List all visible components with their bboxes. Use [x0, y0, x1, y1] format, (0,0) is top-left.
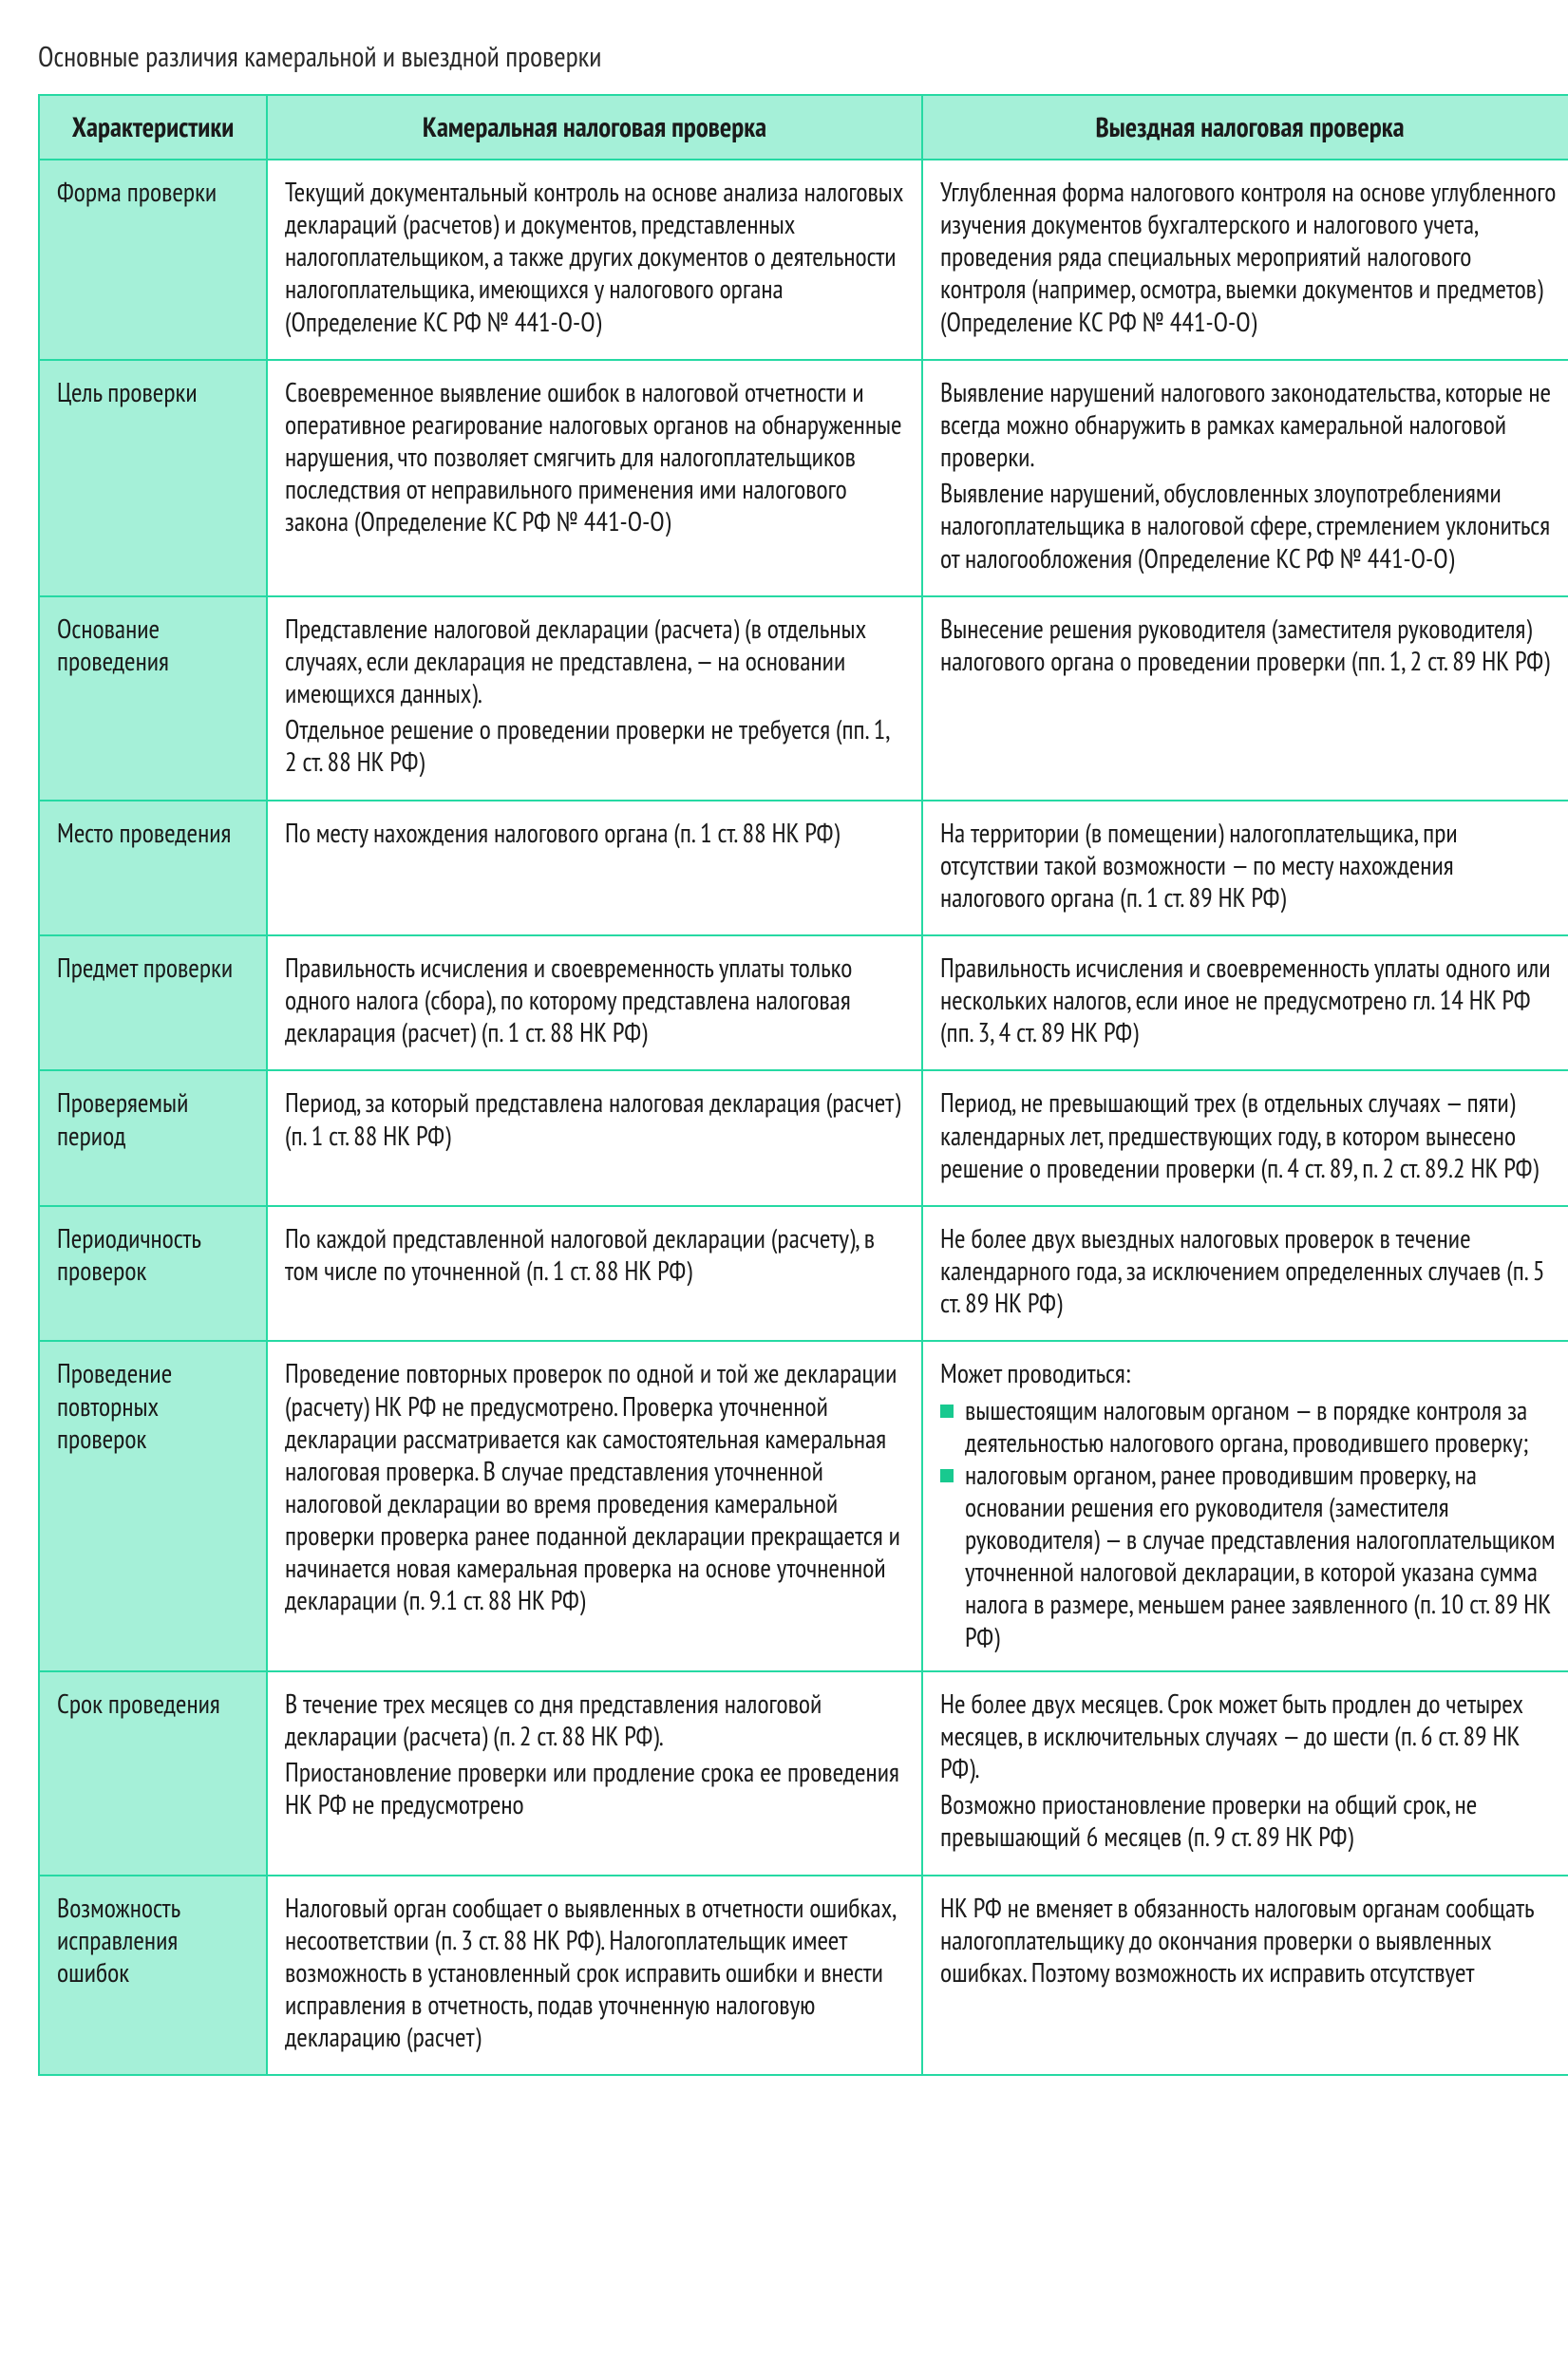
table-header-row: Характеристики Камеральная налоговая про… [39, 95, 1568, 160]
cell-paragraph: Приостановление проверки или продление с… [285, 1756, 904, 1820]
row-label: Предмет проверки [39, 935, 267, 1070]
cell-cameral: Период, за который представлена налогова… [267, 1070, 922, 1205]
cell-paragraph: В течение трех месяцев со дня представле… [285, 1688, 904, 1752]
col-header-0: Характеристики [39, 95, 267, 160]
cell-cameral: Текущий документальный контроль на основ… [267, 160, 922, 360]
cell-paragraph: Выявление нарушений налогового законодат… [940, 376, 1559, 473]
table-row: Возможность исправления ошибокНалоговый … [39, 1876, 1568, 2076]
cell-paragraph: Вынесение решения руководителя (заместит… [940, 613, 1559, 677]
table-row: Цель проверкиСвоевременное выявление оши… [39, 360, 1568, 596]
cell-cameral: По каждой представленной налоговой декла… [267, 1206, 922, 1341]
cell-paragraph: Может проводиться: [940, 1357, 1559, 1389]
cell-cameral: Проведение повторных проверок по одной и… [267, 1341, 922, 1670]
col-header-1: Камеральная налоговая проверка [267, 95, 922, 160]
cell-onsite: Период, не превышающий трех (в отдельных… [922, 1070, 1568, 1205]
table-row: Периодичность проверок По каждой представ… [39, 1206, 1568, 1341]
cell-paragraph: Своевременное выявление ошибок в налогов… [285, 376, 904, 538]
cell-paragraph: Период, за который представлена налогова… [285, 1086, 904, 1151]
cell-onsite: Правильность исчисления и своевременност… [922, 935, 1568, 1070]
cell-paragraph: По каждой представленной налоговой декла… [285, 1222, 904, 1287]
row-label: Проверяемый период [39, 1070, 267, 1205]
comparison-table: Характеристики Камеральная налоговая про… [38, 94, 1568, 2076]
cell-paragraph: Текущий документальный контроль на основ… [285, 176, 904, 338]
row-label: Периодичность проверок [39, 1206, 267, 1341]
table-row: Место проведения По месту нахождения нало… [39, 801, 1568, 935]
cell-onsite: Может проводиться: вышестоящим налоговым … [922, 1341, 1568, 1670]
cell-paragraph: Отдельное решение о проведении проверки … [285, 713, 904, 778]
cell-onsite: НК РФ не вменяет в обязанность налоговым… [922, 1876, 1568, 2076]
cell-cameral: Представление налоговой декларации (расч… [267, 596, 922, 801]
row-label: Место проведения [39, 801, 267, 935]
row-label: Возможность исправления ошибок [39, 1876, 267, 2076]
cell-cameral: Своевременное выявление ошибок в налогов… [267, 360, 922, 596]
bullet-item: вышестоящим налоговым органом — в порядк… [940, 1394, 1559, 1459]
cell-paragraph: По месту нахождения налогового органа (п… [285, 817, 904, 849]
cell-onsite: На территории (в помещении) налогоплател… [922, 801, 1568, 935]
bullet-item: налоговым органом, ранее проводившим про… [940, 1459, 1559, 1653]
cell-paragraph: Правильность исчисления и своевременност… [285, 952, 904, 1048]
cell-onsite: Углубленная форма налогового контроля на… [922, 160, 1568, 360]
cell-paragraph: Правильность исчисления и своевременност… [940, 952, 1559, 1048]
cell-paragraph: Не более двух месяцев. Срок может быть п… [940, 1688, 1559, 1784]
table-row: Предмет проверкиПравильность исчисления … [39, 935, 1568, 1070]
cell-paragraph: Налоговый орган сообщает о выявленных в … [285, 1892, 904, 2054]
cell-paragraph: Проведение повторных проверок по одной и… [285, 1357, 904, 1616]
row-label: Срок проведения [39, 1671, 267, 1876]
cell-paragraph: НК РФ не вменяет в обязанность налоговым… [940, 1892, 1559, 1989]
row-label: Цель проверки [39, 360, 267, 596]
cell-bullet-list: вышестоящим налоговым органом — в порядк… [940, 1394, 1559, 1653]
cell-onsite: Не более двух выездных налоговых проверо… [922, 1206, 1568, 1341]
cell-cameral: В течение трех месяцев со дня представле… [267, 1671, 922, 1876]
cell-paragraph: Выявление нарушений, обусловленных злоуп… [940, 477, 1559, 574]
cell-paragraph: Возможно приостановление проверки на общ… [940, 1788, 1559, 1853]
row-label: Основание проведения [39, 596, 267, 801]
page-title: Основные различия камеральной и выездной… [38, 38, 1530, 75]
cell-paragraph: На территории (в помещении) налогоплател… [940, 817, 1559, 914]
cell-cameral: Налоговый орган сообщает о выявленных в … [267, 1876, 922, 2076]
table-row: Проведение повторных проверокПроведение … [39, 1341, 1568, 1670]
cell-onsite: Не более двух месяцев. Срок может быть п… [922, 1671, 1568, 1876]
table-row: Проверяемый период Период, за который пре… [39, 1070, 1568, 1205]
cell-paragraph: Не более двух выездных налоговых проверо… [940, 1222, 1559, 1319]
cell-cameral: Правильность исчисления и своевременност… [267, 935, 922, 1070]
table-row: Срок проведения В течение трех месяцев со… [39, 1671, 1568, 1876]
cell-cameral: По месту нахождения налогового органа (п… [267, 801, 922, 935]
cell-paragraph: Представление налоговой декларации (расч… [285, 613, 904, 709]
cell-onsite: Вынесение решения руководителя (заместит… [922, 596, 1568, 801]
row-label: Проведение повторных проверок [39, 1341, 267, 1670]
cell-onsite: Выявление нарушений налогового законодат… [922, 360, 1568, 596]
col-header-2: Выездная налоговая проверка [922, 95, 1568, 160]
cell-paragraph: Углубленная форма налогового контроля на… [940, 176, 1559, 338]
table-row: Форма проверкиТекущий документальный кон… [39, 160, 1568, 360]
row-label: Форма проверки [39, 160, 267, 360]
cell-paragraph: Период, не превышающий трех (в отдельных… [940, 1086, 1559, 1183]
table-row: Основание проведенияПредставление налого… [39, 596, 1568, 801]
